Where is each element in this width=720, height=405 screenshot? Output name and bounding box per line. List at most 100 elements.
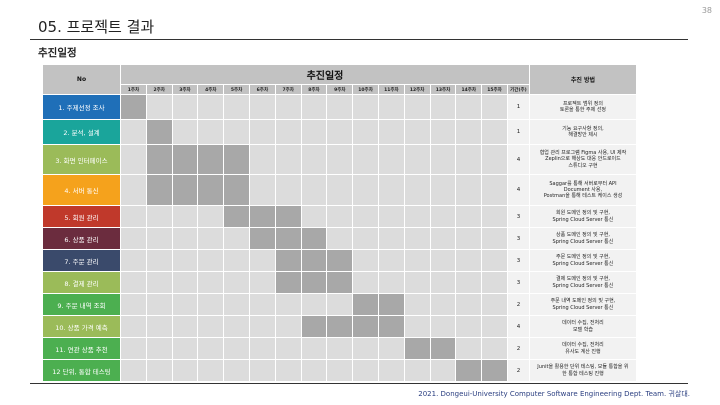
schedule-cell [120,293,147,316]
schedule-cell [481,337,508,360]
week-header: 기간(주) [506,84,530,95]
schedule-cell [197,227,225,250]
schedule-cell [274,359,302,382]
schedule-cell [248,249,276,272]
schedule-cell [403,174,431,206]
schedule-cell [429,315,457,338]
schedule-cell [120,144,147,175]
schedule-cell [481,94,508,120]
schedule-cell [248,315,276,338]
task-label: 2. 분석, 설계 [42,119,121,145]
schedule-cell [300,119,328,145]
schedule-cell [403,144,431,175]
table-row: 1. 주제선정 조사 1 프로젝트 범위 정의 토론을 통한 주제 선정 [42,94,637,120]
schedule-cell [274,119,302,145]
schedule-cell [352,227,379,250]
schedule-cell [377,227,405,250]
schedule-cell [120,249,147,272]
slide-title: 05. 프로젝트 결과 [38,18,155,36]
schedule-cell [455,174,483,206]
schedule-cell [429,174,457,206]
schedule-cell-active [326,249,354,272]
week-header: 1주차 [120,84,147,95]
schedule-cell [171,293,199,316]
method-text: 주문 도메인 정의 및 구현, Spring Cloud Server 통신 [528,249,637,272]
schedule-cell-active [455,359,483,382]
week-header: 15주차 [481,84,508,95]
schedule-cell-active [145,144,173,175]
schedule-cell [197,359,225,382]
duration-weeks: 3 [506,271,530,294]
duration-weeks: 2 [506,293,530,316]
schedule-cell [481,144,508,175]
week-header: 3주차 [171,84,199,95]
schedule-cell-active [274,271,302,294]
schedule-cell [377,174,405,206]
duration-weeks: 2 [506,359,530,382]
method-text: 기능 요구사항 정의, 해결방안 제시 [528,119,637,145]
schedule-cell-active [145,174,173,206]
schedule-cell [171,359,199,382]
table-row: 6. 상품 관리 3 상품 도메인 정의 및 구현, Spring Cloud Se… [42,227,637,250]
schedule-cell [352,119,379,145]
schedule-cell [145,205,173,228]
schedule-cell-active [300,249,328,272]
schedule-cell [274,144,302,175]
schedule-cell-active [377,293,405,316]
schedule-cell [274,337,302,360]
header-schedule: 추진일정 [120,64,530,85]
week-header: 7주차 [274,84,302,95]
week-header: 4주차 [197,84,225,95]
schedule-cell [455,337,483,360]
schedule-cell [120,337,147,360]
schedule-cell [429,271,457,294]
duration-weeks: 4 [506,315,530,338]
schedule-cell [223,293,250,316]
schedule-cell-active [274,249,302,272]
schedule-cell [377,144,405,175]
schedule-cell [171,271,199,294]
schedule-cell [223,315,250,338]
header-no: No [42,64,121,95]
schedule-cell [403,315,431,338]
schedule-cell [171,249,199,272]
schedule-cell [481,293,508,316]
schedule-cell [455,205,483,228]
schedule-cell-active [274,205,302,228]
schedule-cell [326,205,354,228]
schedule-cell [403,227,431,250]
schedule-cell-active [171,144,199,175]
task-label: 6. 상품 관리 [42,227,121,250]
schedule-cell [326,293,354,316]
schedule-cell [197,119,225,145]
schedule-cell [248,359,276,382]
page-number: 38 [701,6,712,15]
schedule-cell-active [120,94,147,120]
schedule-cell [377,249,405,272]
table-row: 11. 연관 상품 추천 2 데이터 수집, 전처리 유사도 계산 진행 [42,337,637,360]
schedule-cell-active [248,227,276,250]
schedule-cell [248,271,276,294]
schedule-cell-active [300,315,328,338]
schedule-cell [455,315,483,338]
task-label: 8. 결제 관리 [42,271,121,294]
method-text: 상품 도메인 정의 및 구현, Spring Cloud Server 통신 [528,227,637,250]
week-header: 10주차 [352,84,379,95]
week-header: 6주차 [248,84,276,95]
table-row: 7. 주문 관리 3 주문 도메인 정의 및 구현, Spring Cloud Se… [42,249,637,272]
schedule-cell [300,359,328,382]
schedule-cell [197,205,225,228]
schedule-cell [171,205,199,228]
schedule-cell [274,293,302,316]
schedule-cell-active [429,337,457,360]
schedule-cell-active [326,315,354,338]
schedule-cell-active [300,271,328,294]
schedule-cell [120,119,147,145]
schedule-cell [223,337,250,360]
schedule-cell [326,119,354,145]
schedule-cell [429,144,457,175]
schedule-cell [145,249,173,272]
schedule-cell [352,144,379,175]
schedule-cell [197,94,225,120]
schedule-cell [455,144,483,175]
